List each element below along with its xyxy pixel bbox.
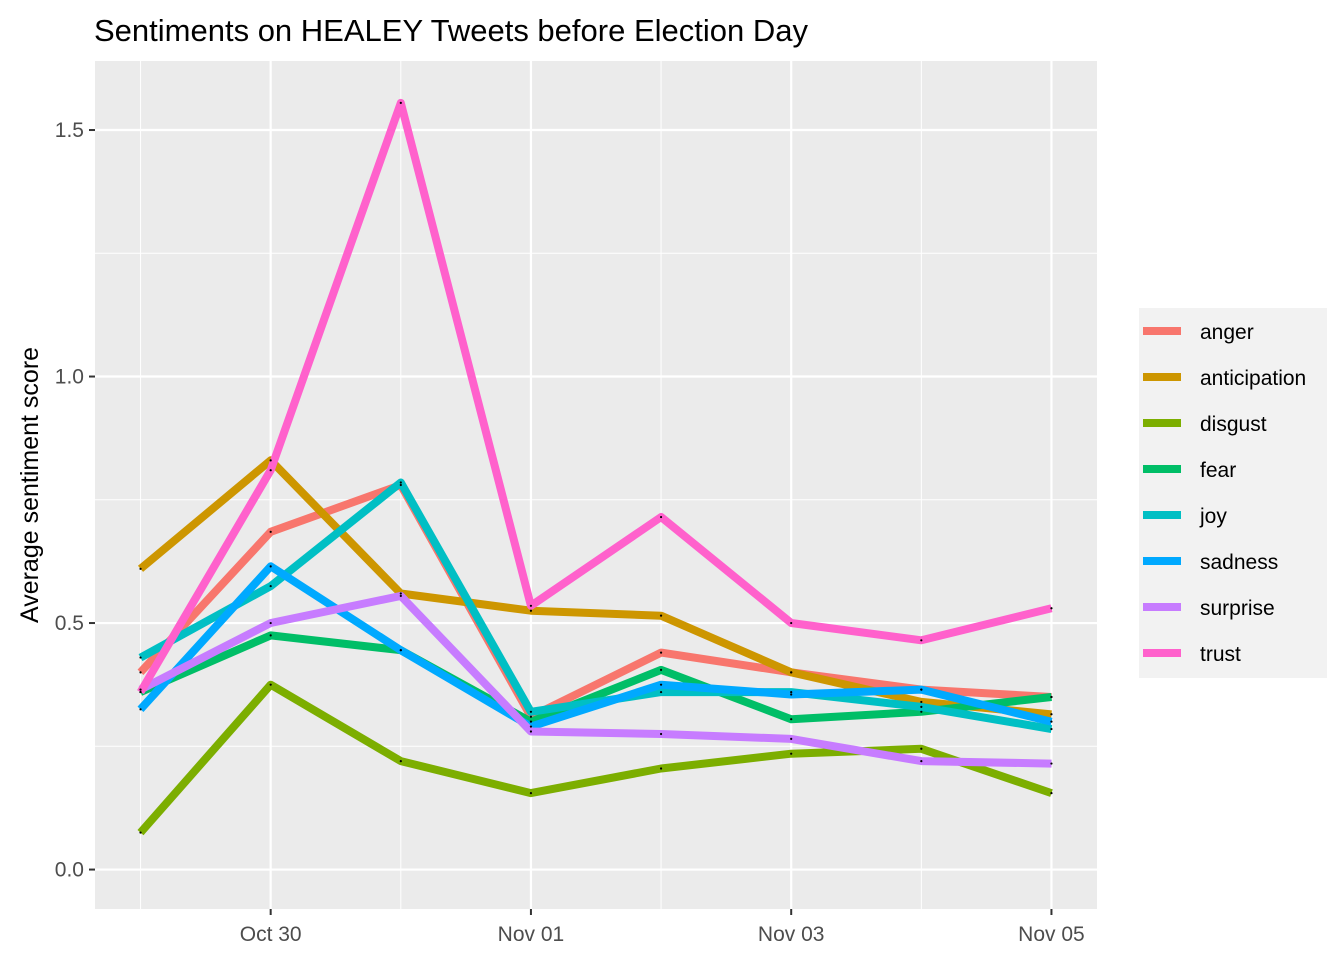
data-point-anticipation <box>790 671 793 674</box>
data-point-surprise <box>790 737 793 741</box>
data-point-disgust <box>790 752 793 755</box>
data-point-trust <box>790 621 793 625</box>
data-point-surprise <box>139 688 142 691</box>
data-point-disgust <box>529 792 533 795</box>
data-point-sadness <box>399 649 402 652</box>
data-point-sadness <box>529 725 533 728</box>
legend-swatch-anticipation <box>1143 373 1181 381</box>
data-point-anticipation <box>269 459 272 462</box>
x-axis: Oct 30 Nov 01 Nov 03 Nov 05 <box>240 909 1085 946</box>
data-point-anger <box>659 651 663 654</box>
data-point-trust <box>659 515 663 519</box>
data-point-anger <box>269 530 272 533</box>
data-point-surprise <box>659 732 663 736</box>
series-lines <box>137 98 1053 836</box>
data-point-sadness <box>920 688 923 691</box>
data-point-surprise <box>1050 762 1053 765</box>
data-point-joy <box>269 584 272 588</box>
x-tick-label: Nov 03 <box>758 923 825 946</box>
series-line-disgust <box>137 680 1053 836</box>
data-point-sadness <box>659 683 663 686</box>
y-tick-label: 0.5 <box>55 612 84 635</box>
x-tick-label: Oct 30 <box>240 923 302 946</box>
series-line-surprise <box>138 591 1052 768</box>
data-point-sadness <box>1050 720 1053 723</box>
data-point-surprise <box>399 594 402 598</box>
data-point-joy <box>139 656 142 659</box>
data-point-disgust <box>659 767 663 770</box>
series-line-fear <box>138 631 1052 726</box>
data-point-joy <box>399 481 402 484</box>
legend-label-disgust: disgust <box>1200 413 1267 436</box>
legend-label-joy: joy <box>1199 505 1227 528</box>
data-point-anticipation <box>399 592 402 595</box>
data-point-sadness <box>790 693 793 696</box>
data-point-trust <box>1050 607 1053 610</box>
legend-swatch-joy <box>1143 511 1181 519</box>
data-point-surprise <box>269 621 272 625</box>
data-point-joy <box>659 690 663 694</box>
data-point-disgust <box>920 747 923 750</box>
data-point-fear <box>529 720 533 723</box>
data-point-joy <box>920 705 923 708</box>
legend-swatch-sadness <box>1143 557 1181 565</box>
data-point-disgust <box>399 759 402 763</box>
legend-swatch-fear <box>1143 465 1181 473</box>
series-line-trust <box>137 98 1053 695</box>
data-point-fear <box>790 718 793 721</box>
legend-label-anger: anger <box>1200 321 1254 344</box>
data-point-trust <box>139 690 142 694</box>
x-tick-label: Nov 01 <box>498 923 565 946</box>
data-point-fear <box>659 668 663 671</box>
legend-label-sadness: sadness <box>1200 551 1278 574</box>
series-line-sadness <box>137 562 1053 731</box>
legend-label-surprise: surprise <box>1200 597 1275 620</box>
data-point-fear <box>920 710 923 713</box>
data-point-disgust <box>1050 792 1053 795</box>
data-point-surprise <box>920 759 923 763</box>
data-point-joy <box>529 710 533 713</box>
data-point-anger <box>399 483 402 487</box>
data-point-anticipation <box>659 614 663 617</box>
y-tick-label: 1.0 <box>55 366 84 389</box>
data-point-sadness <box>139 708 142 711</box>
legend-swatch-disgust <box>1143 419 1181 427</box>
data-point-trust <box>529 604 533 607</box>
legend-label-fear: fear <box>1200 459 1236 482</box>
data-point-sadness <box>269 565 272 568</box>
chart-title: Sentiments on HEALEY Tweets before Elect… <box>94 13 808 48</box>
data-point-trust <box>269 469 272 472</box>
legend-label-anticipation: anticipation <box>1200 367 1306 390</box>
legend-label-trust: trust <box>1200 643 1241 666</box>
data-point-joy <box>1050 727 1053 731</box>
data-point-anticipation <box>529 609 533 612</box>
data-point-anticipation <box>139 567 142 570</box>
legend-key-background <box>1139 308 1327 678</box>
y-axis: 0.0 0.5 1.0 1.5 <box>55 119 95 882</box>
legend-swatch-surprise <box>1143 603 1181 611</box>
data-point-trust <box>920 639 923 642</box>
data-point-fear <box>1050 695 1053 699</box>
legend-swatch-trust <box>1143 649 1181 657</box>
legend-swatch-anger <box>1143 327 1181 335</box>
data-points <box>139 101 1053 834</box>
data-point-anger <box>139 671 142 674</box>
data-point-surprise <box>529 730 533 733</box>
data-point-anticipation <box>920 700 923 704</box>
data-point-trust <box>399 101 402 105</box>
series-line-anticipation <box>137 456 1052 719</box>
data-point-fear <box>269 634 272 637</box>
y-axis-title: Average sentiment score <box>16 347 44 623</box>
x-tick-label: Nov 05 <box>1018 923 1085 946</box>
data-point-disgust <box>269 683 272 686</box>
data-point-joy <box>790 690 793 694</box>
y-tick-label: 1.5 <box>55 119 84 142</box>
data-point-disgust <box>139 831 142 834</box>
data-point-anger <box>529 715 533 718</box>
y-tick-label: 0.0 <box>55 859 84 882</box>
data-point-anticipation <box>1050 713 1053 716</box>
legend: anger anticipation disgust fear joy sadness su… <box>1139 308 1327 678</box>
